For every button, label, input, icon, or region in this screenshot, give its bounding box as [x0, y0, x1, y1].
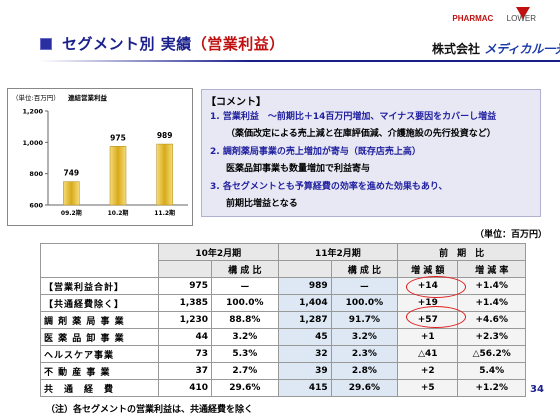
highlight-oval-total [406, 276, 466, 298]
page-number: 34 [530, 384, 544, 395]
logo-triangle-icon [516, 7, 530, 19]
ratio-fy11: 3.2% [330, 328, 399, 346]
y-tick-label: 800 [29, 170, 43, 178]
ratio-fy10: 100.0% [211, 294, 279, 312]
footnote: （注）各セグメントの営業利益は、共通経費を除く [46, 405, 254, 415]
value-fy10: 1,230 [157, 311, 213, 329]
table-row: ヘルスケア事業 73 5.3% 32 2.3% △41 △56.2% [40, 345, 526, 363]
increase-value: +2 [397, 362, 459, 380]
bar-value-label: 749 [64, 169, 80, 178]
row-label: 【共通経費除く】 [40, 294, 159, 312]
ratio-fy10: 29.6% [211, 379, 279, 397]
row-label: 調 剤 薬 局 事 業 [40, 311, 159, 329]
bar-value-label: 975 [110, 133, 126, 142]
y-tick-label: 1,000 [22, 139, 43, 147]
value-fy11: 32 [277, 345, 332, 363]
comment-line-2b: 医薬品卸事業も数量増加で利益寄与 [226, 164, 371, 174]
logo-company-name: 株式会社 メディカル一光 [432, 42, 560, 56]
table-header-row-1: 10年2月期 11年2月期 前 期 比 [40, 243, 526, 261]
value-fy11: 415 [277, 379, 332, 397]
header-divider [40, 60, 560, 62]
value-fy10: 1,385 [157, 294, 213, 312]
bar [156, 143, 173, 206]
value-fy10: 975 [157, 277, 213, 295]
increase-rate: +2.3% [457, 328, 526, 346]
ratio-fy10: ー [211, 277, 279, 295]
row-label: 医 薬 品 卸 事 業 [40, 328, 159, 346]
logo-tagline: PHARMAC LOWER [452, 14, 536, 23]
header-fy10: 10年2月期 [158, 243, 279, 261]
operating-profit-chart: （単位:百万円） 連結営業利益 600 800 1,000 1,200 749 09.2期… [7, 88, 193, 226]
value-fy10: 73 [157, 345, 213, 363]
value-fy11: 989 [277, 277, 332, 295]
chart-canvas: 600 800 1,000 1,200 749 09.2期 975 10.2期 989 11.2期 [22, 108, 188, 217]
ratio-fy10: 2.7% [211, 362, 279, 380]
ratio-fy11: 91.7% [330, 311, 399, 329]
segment-table: 10年2月期 11年2月期 前 期 比 構 成 比 構 成 比 増 減 額 増 … [40, 243, 526, 397]
table-row: 調 剤 薬 局 事 業 1,230 88.8% 1,287 91.7% +57 +4.6% [40, 311, 526, 329]
comment-panel: 【コメント】 1. 営業利益 ～前期比＋14百万円増加、マイナス要因をカバーし増… [201, 89, 541, 217]
increase-rate: +1.2% [457, 379, 526, 397]
increase-rate: 5.4% [457, 362, 526, 380]
value-fy11: 1,287 [277, 311, 332, 329]
comment-heading: 【コメント】 [206, 97, 266, 108]
increase-value: +5 [397, 379, 459, 397]
x-tick-label: 11.2期 [154, 209, 175, 217]
highlight-oval-pharmacy [406, 306, 466, 328]
ratio-fy11: 29.6% [330, 379, 399, 397]
value-fy11: 1,404 [277, 294, 332, 312]
value-fy10: 410 [157, 379, 213, 397]
ratio-fy11: 100.0% [330, 294, 399, 312]
bar [109, 146, 127, 206]
bar [63, 181, 80, 206]
ratio-fy10: 88.8% [211, 311, 279, 329]
y-tick-label: 600 [29, 202, 43, 210]
ratio-fy10: 5.3% [211, 345, 279, 363]
header-ratio-11: 構 成 比 [330, 260, 399, 278]
header-increase: 増 減 額 [397, 260, 459, 278]
increase-value: +1 [397, 328, 459, 346]
table-row: 医 薬 品 卸 事 業 44 3.2% 45 3.2% +1 +2.3% [40, 328, 526, 346]
chart-unit-label: （単位:百万円） [12, 94, 60, 102]
header-prior-year: 前 期 比 [397, 243, 526, 261]
comment-line-1b: （薬価改定による売上減と在庫評価減、介護施設の先行投資など） [226, 129, 496, 139]
increase-rate: +1.4% [457, 294, 526, 312]
x-tick-label: 09.2期 [61, 209, 82, 217]
comment-line-1: 1. 営業利益 ～前期比＋14百万円増加、マイナス要因をカバーし増益 [210, 112, 497, 122]
increase-rate: △56.2% [457, 345, 526, 363]
header-ratio-10: 構 成 比 [211, 260, 279, 278]
x-tick-label: 10.2期 [108, 209, 129, 217]
table-unit-note: （単位：百万円） [475, 230, 548, 240]
ratio-fy11: 2.8% [330, 362, 399, 380]
ratio-fy11: 2.3% [330, 345, 399, 363]
increase-value: △41 [397, 345, 459, 363]
row-label: ヘルスケア事業 [40, 345, 159, 363]
value-fy11: 39 [277, 362, 332, 380]
value-fy10: 44 [157, 328, 213, 346]
increase-rate: +4.6% [457, 311, 526, 329]
header-fy11: 11年2月期 [277, 243, 399, 261]
chart-title: 連結営業利益 [68, 94, 107, 102]
row-label: 不 動 産 事 業 [40, 362, 159, 380]
table-row: 共 通 経 費 410 29.6% 415 29.6% +5 +1.2% [40, 379, 526, 397]
comment-line-2: 2. 調剤薬局事業の売上増加が寄与（既存店売上高） [210, 147, 421, 157]
value-fy11: 45 [277, 328, 332, 346]
title-bullet-icon [40, 38, 52, 50]
table-row: 不 動 産 事 業 37 2.7% 39 2.8% +2 5.4% [40, 362, 526, 380]
ratio-fy10: 3.2% [211, 328, 279, 346]
value-fy10: 37 [157, 362, 213, 380]
company-logo: PHARMAC LOWER 株式会社 メディカル一光 [430, 4, 560, 62]
bar-value-label: 989 [157, 131, 173, 140]
increase-rate: +1.4% [457, 277, 526, 295]
comment-line-3b: 前期比増益となる [226, 199, 298, 209]
y-tick-label: 1,200 [22, 108, 43, 116]
row-label: 共 通 経 費 [40, 379, 159, 397]
row-label: 【営業利益合計】 [40, 277, 159, 295]
ratio-fy11: ー [330, 277, 399, 295]
slide-title: セグメント別 実績（営業利益） [62, 35, 285, 53]
comment-line-3: 3. 各セグメントとも予算経費の効率を進めた効果もあり、 [210, 182, 448, 192]
slide-header: セグメント別 実績（営業利益） PHARMAC LOWER 株式会社 メディカル… [0, 0, 560, 62]
header-rate: 増 減 率 [457, 260, 526, 278]
table-header-row-2: 構 成 比 構 成 比 増 減 額 増 減 率 [40, 260, 526, 278]
